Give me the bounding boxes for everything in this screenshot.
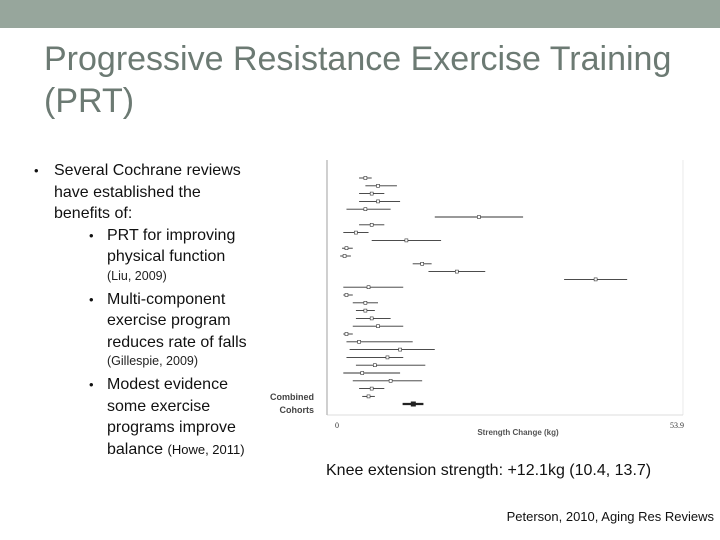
study-point — [455, 269, 459, 274]
reference: Peterson, 2010, Aging Res Reviews — [506, 509, 714, 524]
study-point — [363, 301, 368, 305]
sub-bullet-3-body: Modest evidence some exercise programs i… — [107, 376, 236, 458]
bullet-main: • Several Cochrane reviews have establis… — [32, 160, 272, 225]
study-point — [363, 176, 368, 180]
sub-bullet-2-text: Multi-component exercise program reduces… — [107, 290, 247, 351]
citation-liu: (Liu, 2009) — [107, 268, 167, 283]
x-min-label: 0 — [335, 421, 339, 430]
study-marks — [340, 176, 628, 407]
slide-title: Progressive Resistance Exercise Training… — [44, 40, 672, 120]
bullet-dot: • — [89, 377, 94, 392]
study-point — [376, 324, 380, 328]
sub-bullet-1: • PRT for improving physical function — [85, 225, 272, 268]
study-point — [388, 379, 393, 383]
sub-bullet-2: • Multi-component exercise program reduc… — [85, 289, 272, 354]
sub-bullet-3-text: Modest evidence some exercise programs i… — [107, 374, 267, 460]
study-point — [593, 277, 598, 282]
sub-bullet-1-text: PRT for improving physical function — [107, 226, 236, 266]
study-point — [376, 199, 380, 204]
study-point — [366, 285, 371, 289]
study-point — [376, 183, 380, 188]
x-axis-title: Strength Change (kg) — [477, 428, 559, 437]
study-point — [369, 386, 374, 391]
forest-plot: 0 53.9 Strength Change (kg) — [326, 160, 684, 437]
study-point — [366, 394, 371, 399]
study-point — [354, 230, 358, 235]
study-point — [369, 191, 374, 196]
study-point — [344, 293, 349, 297]
study-point — [398, 347, 402, 352]
citation-howe: (Howe, 2011) — [167, 441, 245, 457]
study-point — [360, 371, 365, 375]
study-point — [363, 207, 368, 212]
top-band — [0, 0, 720, 28]
study-point — [344, 332, 349, 336]
knee-extension-summary: Knee extension strength: +12.1kg (10.4, … — [326, 462, 652, 479]
study-point — [369, 223, 374, 227]
study-point — [357, 340, 361, 344]
study-point — [363, 308, 368, 313]
combined-cohorts-label: Combined Cohorts — [270, 392, 314, 415]
citation-gillespie: (Gillespie, 2009) — [107, 354, 199, 368]
study-point — [420, 262, 424, 266]
bullet-dot: • — [89, 227, 94, 243]
study-point — [369, 316, 374, 321]
study-point — [385, 355, 390, 360]
study-point — [344, 246, 349, 250]
bullet-dot: • — [34, 163, 39, 178]
pooled-point — [410, 401, 416, 407]
study-point — [373, 363, 377, 367]
bullet-dot: • — [89, 291, 94, 307]
bullet-list: • Several Cochrane reviews have establis… — [32, 160, 272, 460]
study-point — [404, 238, 409, 243]
x-max-label: 53.9 — [670, 421, 684, 430]
bullet-main-text: Several Cochrane reviews have establishe… — [54, 162, 241, 222]
sub-bullet-3: • Modest evidence some exercise programs… — [85, 374, 272, 460]
study-point — [342, 254, 347, 258]
study-point — [477, 215, 481, 219]
